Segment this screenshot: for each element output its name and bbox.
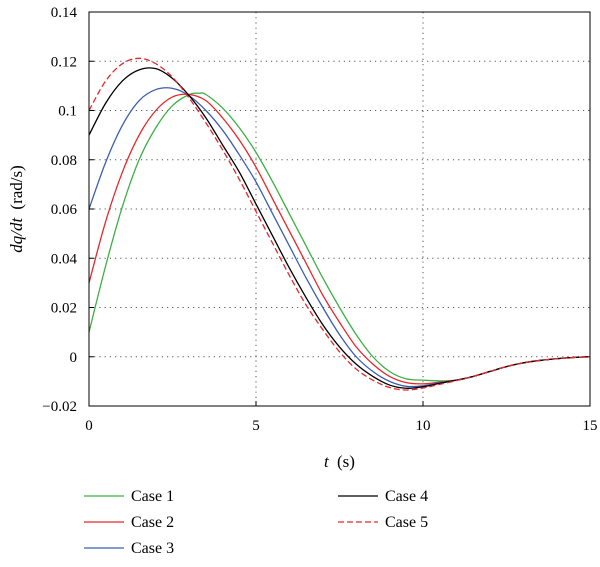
axis-ticks: 0 5 10 15 −0.02 0 0.02 0.04 0.06 0.08 0.1 0.12 0.14 bbox=[42, 5, 597, 434]
legend-item-4: Case 4 bbox=[338, 488, 428, 505]
series-line-5 bbox=[88, 57, 591, 391]
x-axis-title: t (s) bbox=[324, 452, 355, 471]
x-tick-label: 10 bbox=[416, 418, 431, 434]
legend-label: Case 5 bbox=[385, 514, 428, 531]
y-tick-label: 0.04 bbox=[51, 251, 78, 267]
legend-label: Case 4 bbox=[385, 488, 428, 505]
series-line-1 bbox=[88, 92, 591, 382]
grid bbox=[89, 12, 590, 406]
legend-item-1: Case 1 bbox=[84, 488, 174, 505]
y-tick-label: 0.1 bbox=[58, 104, 77, 120]
y-axis-title: dq/dt (rad/s) bbox=[7, 165, 26, 253]
series-line-2 bbox=[88, 93, 591, 385]
x-axis-variable: t bbox=[324, 452, 330, 471]
legend: Case 1 Case 2 Case 3 Case 4 Case 5 bbox=[84, 488, 428, 557]
y-tick-label: 0.08 bbox=[51, 153, 77, 169]
legend-label: Case 3 bbox=[131, 540, 174, 557]
y-axis-variable: dq/dt bbox=[7, 217, 26, 253]
y-tick-label: 0.12 bbox=[51, 54, 77, 70]
series-lines bbox=[88, 57, 591, 391]
legend-item-3: Case 3 bbox=[84, 540, 174, 557]
x-tick-label: 15 bbox=[583, 418, 598, 434]
y-tick-label: −0.02 bbox=[42, 399, 77, 415]
legend-label: Case 1 bbox=[131, 488, 174, 505]
legend-item-5: Case 5 bbox=[338, 514, 428, 531]
series-line-4 bbox=[88, 67, 591, 389]
y-tick-label: 0.14 bbox=[51, 5, 78, 21]
x-tick-label: 0 bbox=[85, 418, 93, 434]
y-axis-unit: (rad/s) bbox=[7, 165, 26, 209]
legend-label: Case 2 bbox=[131, 514, 174, 531]
legend-item-2: Case 2 bbox=[84, 514, 174, 531]
x-tick-label: 5 bbox=[252, 418, 260, 434]
y-tick-label: 0 bbox=[70, 350, 78, 366]
x-axis-unit: (s) bbox=[337, 452, 355, 471]
y-tick-label: 0.02 bbox=[51, 301, 77, 317]
series-line-3 bbox=[88, 87, 591, 388]
y-tick-label: 0.06 bbox=[51, 202, 78, 218]
